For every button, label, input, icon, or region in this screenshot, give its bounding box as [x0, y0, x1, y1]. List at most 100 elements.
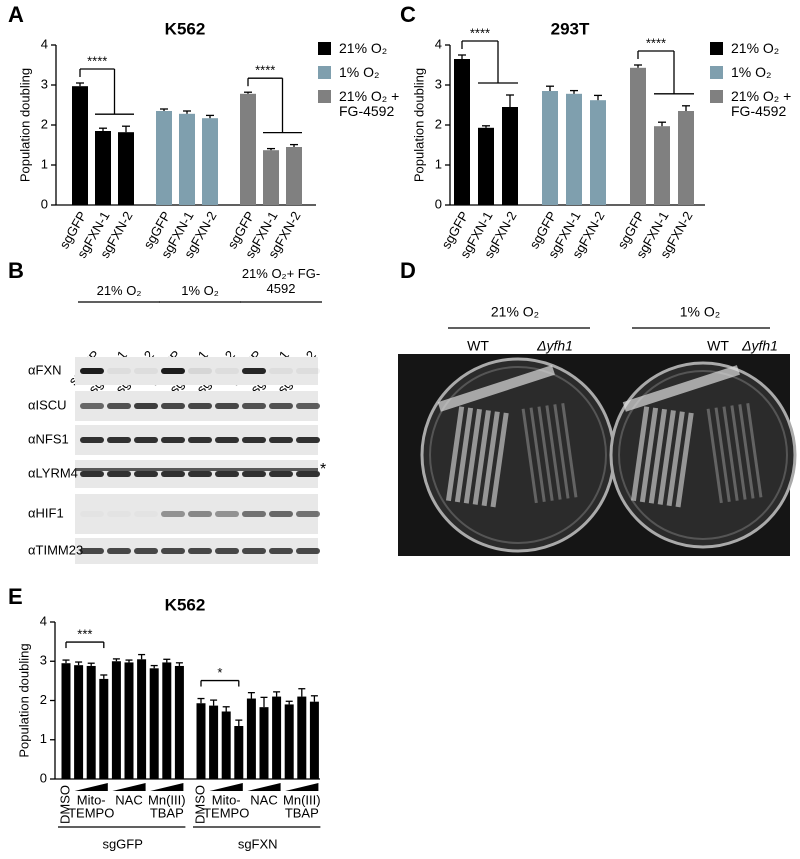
- blot-band: [242, 548, 266, 554]
- blot-band: [188, 471, 212, 477]
- bar: [630, 67, 646, 205]
- blot-band: [188, 548, 212, 554]
- bar: [174, 665, 184, 779]
- condition-label: 21% O₂+ FG-4592: [241, 266, 321, 296]
- bar: [234, 726, 244, 779]
- colony-streak: [553, 404, 570, 499]
- treatment-label: NAC: [115, 792, 142, 807]
- blot-band: [296, 548, 320, 554]
- bar: [99, 678, 109, 779]
- colony-streak: [437, 365, 555, 412]
- y-axis-label: Population doubling: [17, 68, 32, 182]
- blot-band: [134, 368, 158, 374]
- bar: [86, 665, 96, 779]
- y-tick-label: 2: [40, 692, 47, 707]
- y-axis-label: Population doubling: [16, 643, 31, 757]
- bar: [111, 661, 121, 779]
- blot-band: [242, 368, 266, 374]
- blot-band: [107, 403, 131, 409]
- blot-band: [80, 437, 104, 443]
- bar: [202, 118, 218, 205]
- y-tick-label: 2: [41, 116, 48, 131]
- dose-ramp: [112, 783, 146, 791]
- blot-band: [80, 511, 104, 517]
- blot-band: [107, 511, 131, 517]
- bar: [478, 127, 494, 205]
- blot-band: [107, 548, 131, 554]
- colony-streak: [706, 408, 723, 504]
- bar: [72, 86, 88, 205]
- bar: [654, 126, 670, 205]
- bar: [246, 698, 256, 779]
- colony-streak: [545, 405, 562, 500]
- blot-band: [215, 368, 239, 374]
- legend-swatch: [710, 42, 723, 55]
- blot-band: [242, 437, 266, 443]
- colony-streak: [648, 408, 667, 504]
- colony-streak: [490, 412, 509, 508]
- bar: [590, 100, 606, 205]
- blot-band: [161, 437, 185, 443]
- bar: [263, 150, 279, 205]
- y-tick-label: 1: [435, 156, 442, 171]
- bar: [286, 147, 302, 205]
- blot-band: [269, 548, 293, 554]
- treatment-label: NAC: [250, 792, 277, 807]
- bar: [162, 662, 172, 779]
- antibody-label: αTIMM23: [28, 542, 83, 557]
- colony-streak: [666, 411, 685, 507]
- treatment-label: Mn(III): [148, 792, 186, 807]
- legend-label: 21% O₂: [731, 40, 780, 56]
- blot-band: [269, 368, 293, 374]
- panel-letter: A: [8, 2, 24, 27]
- colony-streak: [746, 403, 763, 498]
- bar: [124, 662, 134, 779]
- group-label: sgGFP: [102, 836, 142, 851]
- y-tick-label: 2: [435, 116, 442, 131]
- blot-band: [188, 511, 212, 517]
- colony-streak: [561, 403, 578, 498]
- colony-streak: [521, 408, 538, 504]
- chart-title: K562: [165, 19, 206, 38]
- blot-band: [161, 368, 185, 374]
- blot-band: [134, 403, 158, 409]
- blot-band: [242, 471, 266, 477]
- legend-label: 21% O₂: [339, 40, 388, 56]
- blot-band: [269, 471, 293, 477]
- y-tick-label: 3: [41, 76, 48, 91]
- blot-strip: [75, 357, 318, 385]
- blot-band: [215, 437, 239, 443]
- chart-title: K562: [165, 595, 206, 614]
- colony-streak: [738, 404, 755, 499]
- condition-label: 1% O₂: [181, 283, 219, 298]
- y-tick-label: 1: [40, 731, 47, 746]
- bar: [566, 93, 582, 205]
- blot-band: [75, 468, 318, 471]
- bar: [309, 701, 319, 779]
- y-tick-label: 3: [435, 76, 442, 91]
- significance: ****: [255, 63, 275, 78]
- significance: *: [217, 665, 222, 680]
- treatment-label: Mn(III): [283, 792, 321, 807]
- bar: [284, 704, 294, 779]
- legend-swatch: [318, 90, 331, 103]
- y-tick-label: 3: [40, 653, 47, 668]
- blot-band: [242, 511, 266, 517]
- treatment-label: DMSO: [192, 785, 207, 824]
- blot-band: [188, 437, 212, 443]
- y-tick-label: 4: [40, 613, 47, 628]
- y-axis-label: Population doubling: [411, 68, 426, 182]
- blot-band: [80, 548, 104, 554]
- colony-streak: [714, 407, 731, 503]
- legend-swatch: [710, 90, 723, 103]
- colony-streak: [529, 407, 546, 503]
- dose-ramp: [247, 783, 281, 791]
- blot-band: [296, 437, 320, 443]
- panel-letter: C: [400, 2, 416, 27]
- blot-band: [107, 471, 131, 477]
- strain-label: WT: [467, 338, 489, 354]
- legend-label: 1% O₂: [339, 64, 380, 80]
- blot-band: [296, 471, 320, 477]
- blot-band: [161, 471, 185, 477]
- legend-label: 21% O₂ + FG-4592: [731, 88, 792, 119]
